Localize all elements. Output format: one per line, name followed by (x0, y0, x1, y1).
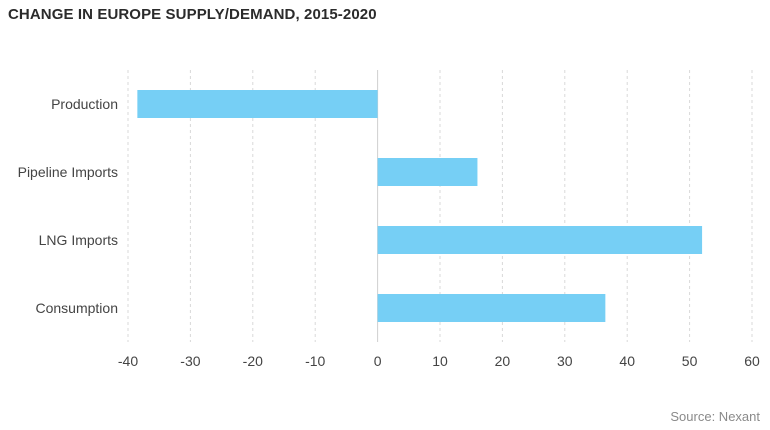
x-axis-tick-labels: -40 -30 -20 -10 0 10 20 30 40 50 60 (118, 353, 760, 369)
x-tick-label: 50 (682, 353, 698, 369)
source-note: Source: Nexant (670, 409, 760, 424)
x-tick-label: 20 (495, 353, 511, 369)
x-tick-label: 40 (619, 353, 635, 369)
bar-production (137, 90, 378, 118)
x-tick-label: 0 (374, 353, 382, 369)
bar-consumption (377, 294, 606, 322)
bars (137, 90, 703, 322)
x-tick-label: -40 (118, 353, 138, 369)
x-tick-label: -20 (243, 353, 263, 369)
category-label: Consumption (36, 300, 119, 316)
category-labels: Production Pipeline Imports LNG Imports Con… (18, 96, 118, 316)
x-tick-label: 60 (744, 353, 760, 369)
category-label: Pipeline Imports (18, 164, 118, 180)
x-tick-label: -30 (180, 353, 200, 369)
bar-pipeline-imports (377, 158, 478, 186)
x-tick-label: -10 (305, 353, 325, 369)
chart-title: CHANGE IN EUROPE SUPPLY/DEMAND, 2015-202… (8, 6, 377, 23)
category-label: Production (51, 96, 118, 112)
bar-lng-imports (377, 226, 703, 254)
x-tick-label: 30 (557, 353, 573, 369)
category-label: LNG Imports (39, 232, 118, 248)
x-tick-label: 10 (432, 353, 448, 369)
